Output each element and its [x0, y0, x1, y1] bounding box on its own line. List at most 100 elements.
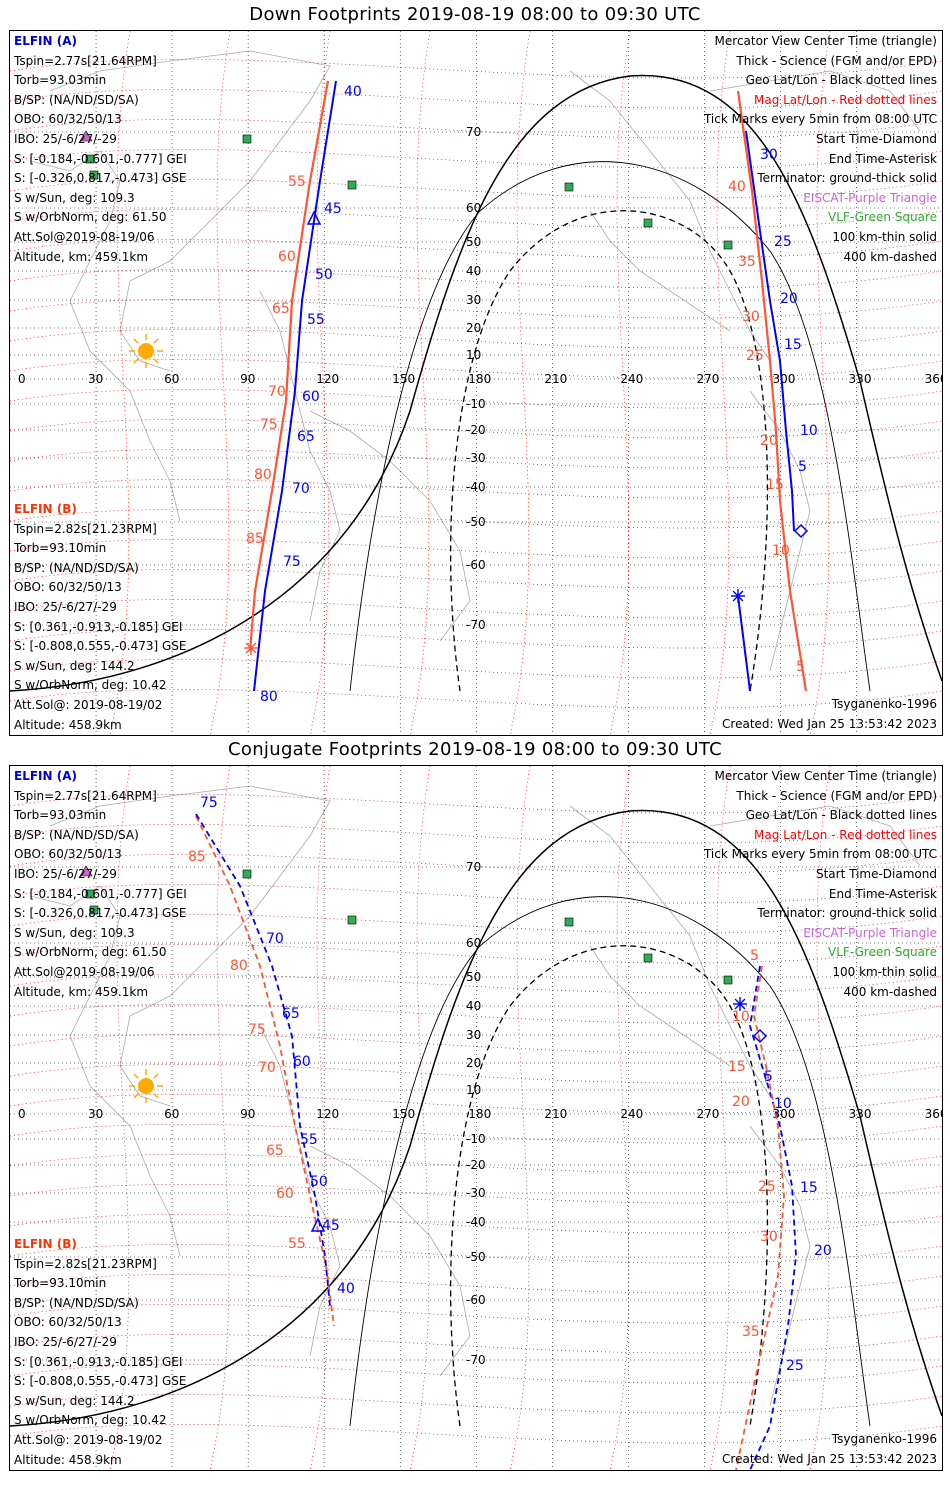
- track-tick-label: 80: [260, 689, 278, 705]
- track-tick-label: 65: [272, 301, 290, 317]
- vlf-green-square-icon: [347, 180, 357, 190]
- elfin-a-red-track: [735, 965, 785, 1470]
- track-tick-label: 80: [230, 958, 248, 974]
- lon-label: 300: [773, 1107, 796, 1121]
- sun-icon: [129, 334, 163, 368]
- elfin-a-line: B/SP: (NA/ND/SD/SA): [14, 827, 139, 842]
- center-time-triangle-icon: [310, 1217, 326, 1232]
- lon-label: 60: [164, 1107, 179, 1121]
- track-tick-label: 10: [774, 1096, 792, 1112]
- track-tick-label: 20: [732, 1094, 750, 1110]
- elfin-a-blue-track: [749, 965, 797, 1470]
- track-tick-label: 40: [728, 179, 746, 195]
- elfin-b-line: Altitude: 458.9km: [14, 1452, 122, 1467]
- track-tick-label: 35: [742, 1324, 760, 1340]
- center-time-triangle-icon: [306, 210, 322, 225]
- track-tick-label: 65: [297, 429, 315, 445]
- track-tick-label: 55: [288, 1236, 306, 1252]
- elfin-a-line: S: [-0.326,0.817,-0.473] GSE: [14, 906, 187, 921]
- lon-label: 360: [925, 1107, 942, 1121]
- elfin-b-info: ELFIN (B) Tspin=2.82s[21.23RPM] Torb=93.10…: [14, 500, 187, 735]
- lat-label: 50: [466, 970, 481, 984]
- lon-label: 0: [18, 1107, 26, 1121]
- lon-label: 270: [696, 372, 719, 386]
- legend-item: Tick Marks every 5min from 08:00 UTC: [703, 112, 937, 127]
- elfin-a-red-track: [736, 90, 808, 692]
- panel-title-down: Down Footprints 2019-08-19 08:00 to 09:3…: [249, 4, 701, 25]
- elfin-a-line: Torb=93.03min: [14, 808, 107, 823]
- lat-label: 20: [466, 1056, 481, 1070]
- elfin-a-line: Altitude, km: 459.1km: [14, 249, 149, 264]
- elfin-a-line: IBO: 25/-6/27/-29: [14, 131, 117, 146]
- lon-label: 240: [620, 1107, 643, 1121]
- lon-label: 270: [696, 1107, 719, 1121]
- track-tick-label: 55: [300, 1132, 318, 1148]
- legend-item: Mag Lat/Lon - Red dotted lines: [753, 827, 937, 842]
- lat-label: -10: [466, 397, 486, 411]
- vlf-green-square-icon: [723, 240, 733, 250]
- track-tick-label: 5: [796, 659, 805, 675]
- elfin-b-line: OBO: 60/32/50/13: [14, 580, 122, 595]
- vlf-green-square-icon: [564, 917, 574, 927]
- track-tick-label: 75: [260, 417, 278, 433]
- axis-labels: 0306090120150180210240270300330360706050…: [18, 860, 942, 1367]
- coastlines: [29, 50, 921, 672]
- lon-label: 30: [88, 1107, 103, 1121]
- lon-label: 120: [316, 372, 339, 386]
- track-tick-label: 85: [188, 849, 206, 865]
- created-timestamp: Created: Wed Jan 25 13:53:42 2023: [722, 716, 937, 731]
- track-tick-label: 30: [760, 1229, 778, 1245]
- lon-label: 300: [773, 372, 796, 386]
- elfin-b-line: S w/OrbNorm, deg: 10.42: [14, 1413, 167, 1428]
- track-tick-label: 15: [766, 477, 784, 493]
- lat-label: -30: [466, 451, 486, 465]
- lat-label: 30: [466, 293, 481, 307]
- track-tick-label: 5: [798, 459, 807, 475]
- elfin-b-line: Att.Sol@: 2019-08-19/02: [14, 1432, 163, 1447]
- map-legend: Mercator View Center Time (triangle) Thic…: [704, 767, 937, 1002]
- vlf-green-square-icon: [85, 889, 95, 899]
- elfin-b-line: S: [0.361,-0.913,-0.185] GEI: [14, 619, 183, 634]
- track-tick-label: 20: [780, 291, 798, 307]
- sun-icon: [129, 1069, 163, 1103]
- track-tick-label: 5: [750, 948, 759, 964]
- legend-item: Start Time-Diamond: [815, 131, 937, 146]
- elfin-a-info: ELFIN (A) Tspin=2.77s[21.64RPM] Torb=93.03…: [14, 32, 187, 267]
- legend-item: Mercator View Center Time (triangle): [714, 34, 937, 48]
- track-tick-label: 45: [324, 201, 342, 217]
- eiscat-purple-triangle-icon: [79, 865, 93, 877]
- elfin-a-line: S: [-0.184,-0.601,-0.777] GEI: [14, 151, 187, 166]
- lat-label: -60: [466, 558, 486, 572]
- elfin-b-line: Tspin=2.82s[21.23RPM]: [14, 1256, 157, 1271]
- track-tick-label: 70: [268, 384, 286, 400]
- vlf-green-square-icon: [242, 134, 252, 144]
- lat-label: 40: [466, 264, 481, 278]
- model-name: Tsyganenko-1996: [831, 1432, 937, 1446]
- vlf-green-square-icon: [89, 905, 99, 915]
- start-time-diamond-icon: [793, 523, 809, 539]
- track-tick-label: 75: [248, 1022, 266, 1038]
- track-tick-label: 10: [800, 423, 818, 439]
- terminator: [10, 809, 942, 1427]
- mag-grid: [10, 31, 942, 735]
- elfin-b-line: S: [-0.808,0.555,-0.473] GSE: [14, 639, 187, 654]
- track-tick-label: 60: [293, 1054, 311, 1070]
- lon-label: 30: [88, 372, 103, 386]
- track-tick-label: 35: [738, 254, 756, 270]
- elfin-a-info: ELFIN (A) Tspin=2.77s[21.64RPM] Torb=93.03…: [14, 767, 187, 1002]
- track-tick-label: 40: [337, 1281, 355, 1297]
- track-tick-label: 20: [760, 433, 778, 449]
- lat-label: 50: [466, 235, 481, 249]
- lon-label: 210: [544, 1107, 567, 1121]
- elfin-b-info: ELFIN (B) Tspin=2.82s[21.23RPM] Torb=93.10…: [14, 1235, 187, 1470]
- legend-item: End Time-Asterisk: [828, 151, 937, 166]
- track-tick-label: 55: [288, 174, 306, 190]
- legend-item: Geo Lat/Lon - Black dotted lines: [745, 808, 937, 823]
- lat-label: 60: [466, 936, 481, 950]
- track-tick-label: 75: [200, 795, 218, 811]
- legend-item: 100 km-thin solid: [832, 964, 937, 979]
- lat-label: 30: [466, 1028, 481, 1042]
- legend-item: 400 km-dashed: [843, 984, 937, 999]
- legend-item: Geo Lat/Lon - Black dotted lines: [745, 73, 937, 88]
- legend-item: VLF-Green Square: [828, 210, 937, 225]
